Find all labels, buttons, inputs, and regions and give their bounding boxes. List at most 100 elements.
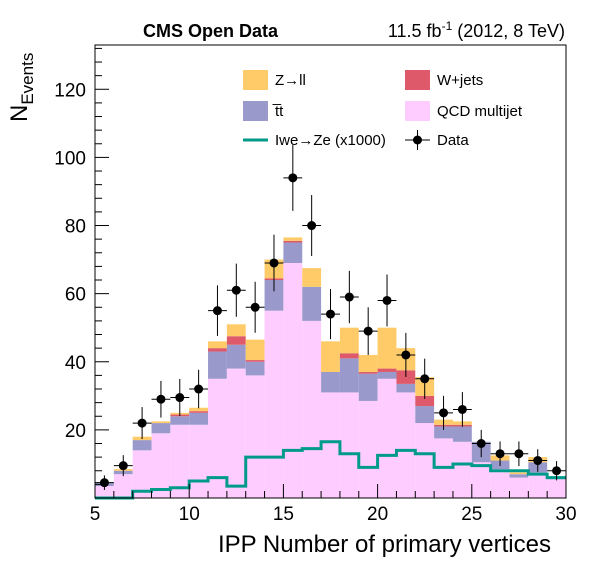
- bar-wjets-6: [208, 348, 227, 352]
- bar-wjets-13: [339, 353, 359, 359]
- bar-zll-13: [339, 327, 359, 354]
- bar-ttbar-9: [264, 280, 284, 311]
- data-marker-9: [269, 258, 279, 268]
- bar-qcd-19: [452, 441, 472, 498]
- bar-qcd-8: [245, 375, 265, 498]
- bar-zll-3: [151, 421, 171, 424]
- data-marker-10: [288, 173, 298, 183]
- legend-entry-zll: Z→ll: [243, 70, 306, 90]
- bar-ttbar-18: [434, 426, 453, 439]
- bar-ttbar-5: [189, 412, 209, 425]
- data-marker-15: [382, 295, 392, 305]
- y-tick-label-120: 120: [54, 80, 86, 101]
- bar-qcd-17: [415, 423, 435, 498]
- legend-label-data: Data: [437, 132, 469, 149]
- legend-label-zll: Z→ll: [275, 72, 306, 89]
- x-axis-title: IPP Number of primary vertices: [218, 531, 551, 558]
- legend-swatch-data: [413, 135, 422, 145]
- bar-ttbar-10: [283, 242, 303, 263]
- bar-zll-11: [302, 268, 322, 287]
- x-tick-label-15: 15: [273, 504, 294, 525]
- data-marker-17: [420, 374, 430, 384]
- stacked-histogram: [95, 237, 566, 498]
- y-tick-label-60: 60: [65, 285, 86, 306]
- legend-entry-qcd: QCD multijet: [405, 101, 523, 121]
- bar-zll-5: [189, 407, 209, 412]
- data-marker-18: [439, 408, 449, 418]
- bar-ttbar-12: [321, 371, 340, 393]
- legend-entry-wjets: W+jets: [405, 70, 483, 90]
- data-marker-2: [137, 418, 147, 428]
- bar-qcd-0: [95, 486, 114, 498]
- data-marker-0: [99, 478, 109, 488]
- data-marker-12: [326, 309, 335, 319]
- bar-zll-14: [358, 354, 378, 372]
- bar-wjets-10: [283, 240, 303, 243]
- bar-qcd-6: [208, 378, 227, 498]
- data-marker-4: [175, 393, 185, 403]
- bar-qcd-10: [283, 262, 303, 498]
- bar-ttbar-15: [377, 371, 397, 379]
- x-axis: 5 10 15 20 25 30: [90, 484, 577, 525]
- data-point-15: [377, 274, 397, 327]
- bar-wjets-16: [396, 370, 416, 384]
- legend-label-qcd: QCD multijet: [437, 103, 523, 120]
- signal-step-line: [95, 440, 566, 500]
- data-point-4: [170, 379, 190, 417]
- data-marker-20: [476, 439, 486, 449]
- y-axis-title: NEvents: [6, 53, 37, 122]
- bar-ttbar-17: [415, 406, 435, 424]
- bar-qcd-22: [509, 477, 529, 498]
- data-marker-6: [212, 306, 222, 316]
- bar-ttbar-11: [302, 286, 322, 321]
- legend-entry-data: Data: [405, 130, 469, 150]
- bar-qcd-7: [226, 368, 246, 498]
- bar-wjets-5: [189, 411, 209, 413]
- legend-entry-ttbar: t̅t: [243, 101, 284, 121]
- legend-entry-signal: Iwe→Ze (x1000): [243, 132, 386, 149]
- bar-zll-7: [226, 324, 246, 337]
- bar-qcd-3: [151, 433, 171, 498]
- signal-curve: [95, 440, 566, 500]
- bar-qcd-11: [302, 320, 322, 498]
- y-tick-label-40: 40: [65, 353, 86, 374]
- data-point-8: [245, 281, 265, 333]
- header-right-label: 11.5 fb-1 (2012, 8 TeV): [388, 19, 565, 41]
- data-point-5: [189, 369, 209, 409]
- data-point-6: [208, 285, 227, 336]
- bar-qcd-15: [377, 378, 397, 498]
- data-point-17: [415, 358, 435, 399]
- x-tick-label-25: 25: [461, 504, 482, 525]
- data-point-12: [321, 289, 340, 340]
- data-point-21: [490, 441, 510, 467]
- legend-swatch-wjets: [405, 70, 430, 90]
- x-tick-label-30: 30: [555, 504, 576, 525]
- data-point-3: [151, 380, 171, 418]
- bar-qcd-20: [471, 462, 491, 498]
- data-marker-11: [307, 221, 317, 231]
- data-marker-1: [118, 461, 128, 471]
- data-marker-19: [457, 404, 467, 414]
- data-points: [95, 144, 566, 490]
- bar-qcd-24: [547, 479, 566, 498]
- bar-ttbar-8: [245, 361, 265, 376]
- bar-ttbar-6: [208, 351, 227, 379]
- data-point-16: [396, 332, 416, 378]
- bar-qcd-12: [321, 392, 340, 498]
- bar-qcd-5: [189, 424, 209, 498]
- bar-ttbar-3: [151, 423, 171, 434]
- y-tick-label-20: 20: [65, 421, 86, 442]
- bar-zll-6: [208, 341, 227, 349]
- data-marker-22: [514, 449, 524, 459]
- data-point-18: [434, 395, 453, 430]
- bar-ttbar-4: [170, 416, 190, 425]
- y-tick-label-80: 80: [65, 217, 86, 238]
- x-tick-label-10: 10: [179, 504, 200, 525]
- data-point-1: [113, 455, 133, 477]
- bar-wjets-15: [377, 368, 397, 372]
- bar-qcd-23: [528, 472, 548, 498]
- data-marker-21: [495, 449, 505, 459]
- data-marker-23: [533, 456, 543, 466]
